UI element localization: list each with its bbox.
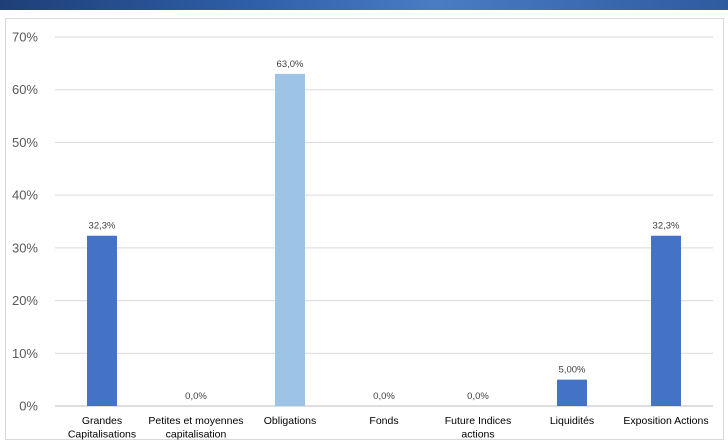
x-category-label: Exposition Actions <box>623 415 708 427</box>
y-tick-label: 40% <box>12 188 38 203</box>
x-category-label: Obligations <box>264 415 317 427</box>
bar <box>275 73 305 407</box>
chart-frame <box>5 18 724 440</box>
gridlines <box>55 36 713 407</box>
data-label: 0,0% <box>185 391 207 402</box>
y-tick-label: 70% <box>12 30 38 45</box>
data-label: 63,0% <box>277 59 304 70</box>
header-banner-strip <box>0 0 728 10</box>
data-label: 0,0% <box>467 391 489 402</box>
bar <box>651 235 681 406</box>
x-category-label: Liquidités <box>550 415 594 427</box>
x-category-label: Fonds <box>369 415 398 427</box>
y-axis-tick-labels: 0% 10% 20% 30% 40% 50% 60% 70% <box>12 30 38 414</box>
data-label: 0,0% <box>373 391 395 402</box>
data-label: 32,3% <box>653 221 680 232</box>
x-category-label: Capitalisations <box>68 429 136 441</box>
bar <box>87 235 117 406</box>
y-tick-label: 0% <box>19 399 38 414</box>
bars <box>87 73 681 407</box>
x-axis-category-labels: Grandes Capitalisations Petites et moyenne… <box>68 415 709 441</box>
y-tick-label: 20% <box>12 293 38 308</box>
y-tick-label: 50% <box>12 135 38 150</box>
x-category-label: Future Indices <box>445 415 512 427</box>
data-label: 5,00% <box>559 365 586 376</box>
y-tick-label: 30% <box>12 240 38 255</box>
x-category-label: Grandes <box>82 415 122 427</box>
data-label: 32,3% <box>89 221 116 232</box>
data-labels: 32,3% 0,0% 63,0% 0,0% 0,0% 5,00% 32,3% <box>89 59 680 402</box>
bar <box>557 379 587 406</box>
y-tick-label: 10% <box>12 346 38 361</box>
x-category-label: capitalisation <box>166 429 227 441</box>
x-category-label: Petites et moyennes <box>148 415 243 427</box>
x-category-label: actions <box>461 429 494 441</box>
y-tick-label: 60% <box>12 82 38 97</box>
